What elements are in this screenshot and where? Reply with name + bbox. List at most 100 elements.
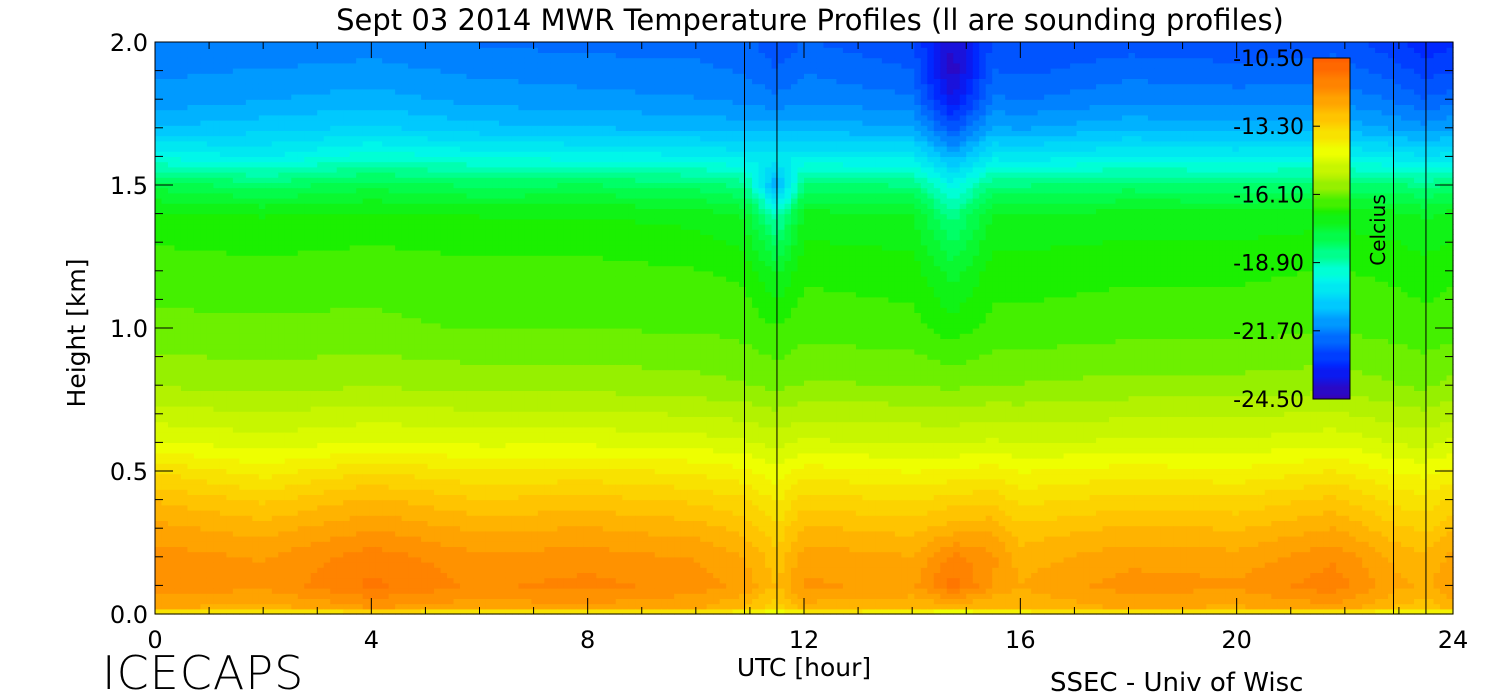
heatmap-cell (362, 42, 370, 48)
heatmap-cell (239, 265, 247, 272)
heatmap-cell (200, 546, 208, 553)
heatmap-cell (414, 536, 422, 542)
heatmap-cell (226, 213, 234, 220)
heatmap-cell (343, 57, 351, 64)
heatmap-cell (336, 120, 344, 126)
heatmap-cell (180, 478, 189, 485)
heatmap-cell (193, 114, 202, 121)
heatmap-cell (317, 140, 325, 147)
heatmap-cell (317, 312, 325, 319)
heatmap-cell (174, 577, 182, 584)
heatmap-cell (200, 260, 208, 267)
heatmap-cell (330, 135, 338, 142)
heatmap-cell (291, 333, 299, 339)
heatmap-cell (330, 198, 338, 204)
heatmap-cell (297, 369, 305, 376)
heatmap-cell (213, 73, 221, 79)
heatmap-cell (408, 364, 416, 371)
heatmap-cell (414, 286, 422, 293)
heatmap-cell (258, 510, 266, 516)
heatmap-cell (219, 172, 227, 178)
heatmap-cell (395, 421, 403, 428)
heatmap-cell (304, 577, 312, 584)
heatmap-cell (200, 406, 208, 412)
heatmap-cell (304, 588, 312, 594)
heatmap-cell (200, 452, 208, 459)
heatmap-cell (232, 411, 240, 417)
heatmap-cell (161, 577, 169, 584)
heatmap-cell (271, 208, 279, 215)
heatmap-cell (375, 140, 383, 147)
heatmap-cell (265, 125, 273, 131)
heatmap-cell (193, 421, 202, 428)
heatmap-cell (245, 125, 253, 131)
heatmap-cell (304, 525, 312, 532)
heatmap-cell (155, 151, 163, 157)
heatmap-cell (414, 73, 422, 79)
heatmap-cell (323, 416, 331, 423)
heatmap-cell (187, 421, 195, 428)
heatmap-cell (193, 239, 202, 246)
heatmap-cell (258, 192, 266, 199)
heatmap-cell (291, 120, 299, 126)
heatmap-cell (414, 567, 422, 573)
heatmap-cell (304, 255, 312, 261)
heatmap-cell (362, 504, 370, 511)
heatmap-cell (408, 504, 416, 511)
heatmap-cell (284, 510, 292, 516)
heatmap-cell (206, 530, 215, 537)
heatmap-cell (284, 390, 292, 397)
heatmap-cell (174, 504, 182, 511)
heatmap-cell (310, 582, 318, 589)
heatmap-cell (219, 359, 227, 365)
heatmap-cell (382, 385, 390, 391)
heatmap-cell (297, 120, 305, 126)
heatmap-cell (180, 562, 189, 568)
heatmap-cell (304, 567, 312, 573)
heatmap-cell (174, 338, 182, 345)
heatmap-cell (226, 198, 234, 204)
heatmap-cell (440, 551, 448, 558)
heatmap-cell (421, 177, 429, 183)
heatmap-cell (317, 395, 325, 402)
heatmap-cell (343, 239, 351, 246)
heatmap-cell (161, 166, 169, 173)
heatmap-cell (258, 312, 266, 319)
heatmap-cell (310, 603, 318, 610)
heatmap-cell (304, 499, 312, 506)
heatmap-cell (310, 286, 318, 293)
heatmap-cell (330, 125, 338, 131)
heatmap-cell (421, 47, 429, 53)
heatmap-cell (369, 156, 377, 163)
heatmap-cell (401, 338, 409, 345)
heatmap-cell (265, 291, 273, 298)
heatmap-cell (167, 140, 176, 147)
heatmap-cell (226, 322, 234, 329)
heatmap-cell (440, 234, 448, 241)
heatmap-cell (232, 468, 240, 475)
heatmap-cell (388, 494, 396, 501)
heatmap-cell (317, 411, 325, 417)
heatmap-cell (219, 478, 227, 485)
heatmap-cell (427, 166, 435, 173)
heatmap-cell (265, 536, 273, 542)
heatmap-cell (343, 42, 351, 48)
heatmap-cell (323, 307, 331, 313)
heatmap-cell (206, 198, 215, 204)
heatmap-cell (155, 530, 163, 537)
heatmap-cell (187, 484, 195, 490)
heatmap-cell (239, 151, 247, 157)
heatmap-cell (343, 229, 351, 235)
heatmap-cell (440, 161, 448, 168)
heatmap-cell (421, 551, 429, 558)
heatmap-cell (193, 478, 202, 485)
heatmap-cell (239, 406, 247, 412)
heatmap-cell (349, 114, 357, 121)
heatmap-cell (388, 359, 396, 365)
heatmap-cell (265, 166, 273, 173)
heatmap-cell (297, 130, 305, 137)
heatmap-cell (180, 588, 189, 594)
heatmap-cell (291, 541, 299, 547)
heatmap-cell (421, 296, 429, 303)
heatmap-cell (369, 203, 377, 209)
